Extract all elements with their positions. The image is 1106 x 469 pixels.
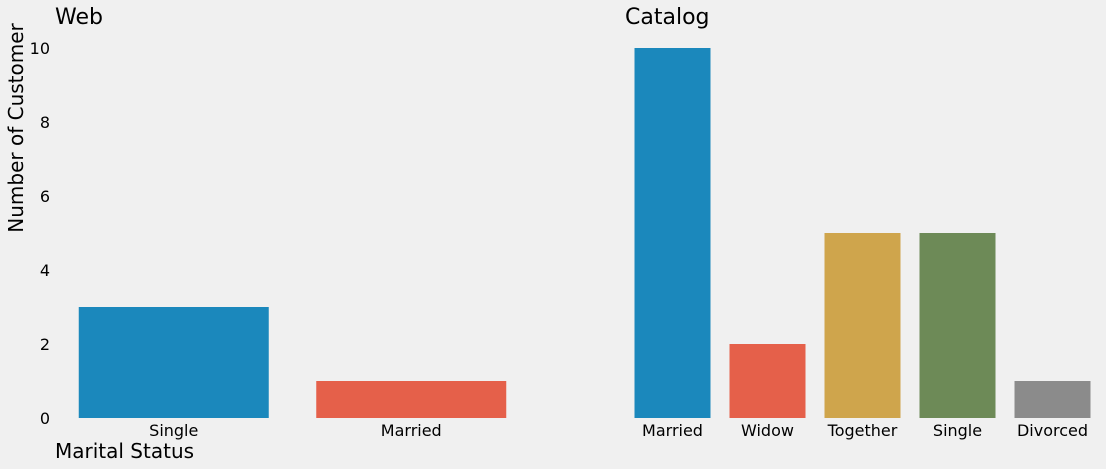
web-panel: Web Number of Customer Marital Status 0 2… — [4, 5, 507, 463]
catalog-bar-single — [919, 233, 996, 418]
catalog-x-tick-label: Single — [933, 421, 982, 440]
catalog-x-tick-label: Together — [827, 421, 898, 440]
web-x-tick-label: Single — [149, 421, 198, 440]
catalog-x-ticks: Married Widow Together Single Divorced — [642, 421, 1088, 440]
catalog-bar-widow — [729, 344, 806, 418]
catalog-x-tick-label: Divorced — [1017, 421, 1088, 440]
web-x-ticks: Single Married — [149, 421, 442, 440]
catalog-chart-title: Catalog — [625, 5, 710, 30]
y-tick-label: 10 — [30, 39, 50, 58]
catalog-panel: Catalog Married Widow Together Single Divorc… — [625, 5, 1091, 440]
y-tick-label: 4 — [40, 261, 50, 280]
web-y-ticks: 0 2 4 6 8 10 — [30, 39, 50, 428]
web-chart-title: Web — [55, 5, 103, 30]
web-bars — [78, 307, 507, 418]
y-tick-label: 0 — [40, 409, 50, 428]
x-axis-label: Marital Status — [55, 439, 194, 463]
web-x-tick-label: Married — [381, 421, 442, 440]
web-bar-single — [78, 307, 269, 418]
catalog-bar-married — [634, 48, 711, 418]
y-tick-label: 6 — [40, 187, 50, 206]
y-tick-label: 2 — [40, 335, 50, 354]
catalog-bars — [634, 48, 1091, 418]
y-tick-label: 8 — [40, 113, 50, 132]
catalog-bar-together — [824, 233, 901, 418]
catalog-x-tick-label: Widow — [741, 421, 794, 440]
y-axis-label: Number of Customer — [4, 22, 28, 232]
catalog-x-tick-label: Married — [642, 421, 703, 440]
catalog-bar-divorced — [1014, 381, 1091, 418]
web-bar-married — [316, 381, 507, 418]
